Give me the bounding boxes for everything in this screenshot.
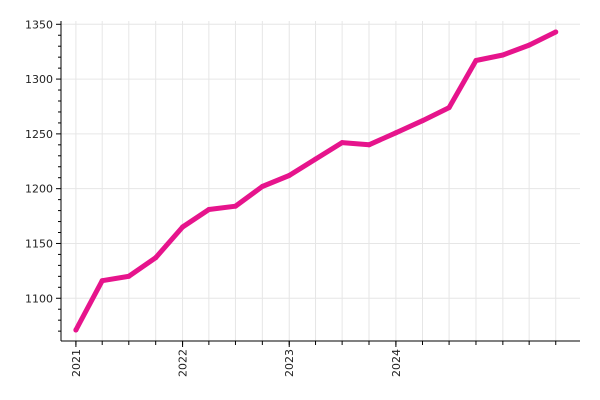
y-tick-label: 1200 xyxy=(25,183,53,196)
data-point xyxy=(206,207,212,212)
data-point xyxy=(526,42,532,48)
series xyxy=(73,29,559,333)
x-tick-label: 2023 xyxy=(283,349,296,377)
y-tick-label: 1100 xyxy=(25,292,53,305)
data-point xyxy=(99,278,105,284)
y-tick-label: 1350 xyxy=(25,18,53,31)
data-point xyxy=(126,273,132,279)
x-tick-label: 2022 xyxy=(177,349,190,377)
ticks: 1100 1150 1200 1250 1300 1350 2021 2022 2023 2024 xyxy=(25,18,557,377)
data-point xyxy=(366,142,372,148)
data-point xyxy=(339,140,345,146)
y-tick-label: 1300 xyxy=(25,73,53,86)
data-point xyxy=(500,52,506,58)
data-point xyxy=(286,173,292,178)
data-point xyxy=(553,29,559,35)
data-point xyxy=(180,224,186,230)
data-point xyxy=(393,130,399,136)
x-tick-label: 2024 xyxy=(390,349,403,377)
data-point xyxy=(313,156,318,162)
data-point xyxy=(259,184,265,189)
data-point xyxy=(153,255,159,261)
data-point xyxy=(420,118,425,124)
data-point xyxy=(73,327,79,333)
x-tick-label: 2021 xyxy=(70,349,83,377)
axes xyxy=(60,21,580,342)
data-point xyxy=(446,105,452,111)
y-tick-label: 1150 xyxy=(25,237,53,250)
data-point xyxy=(233,203,238,209)
data-point xyxy=(473,58,479,63)
y-tick-label: 1250 xyxy=(25,128,53,141)
grid xyxy=(61,21,580,341)
